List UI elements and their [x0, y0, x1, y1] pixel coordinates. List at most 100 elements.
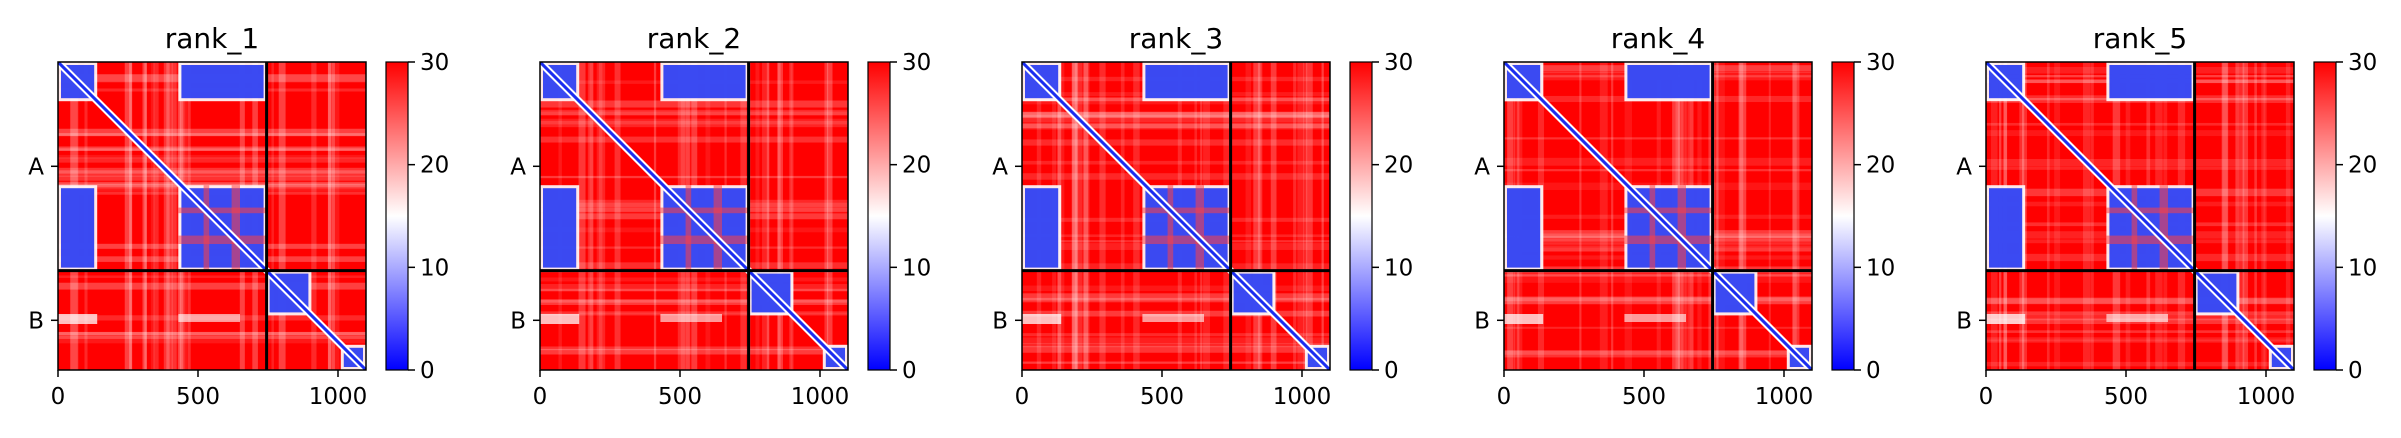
streak	[1717, 62, 1725, 370]
heatmap-image	[1504, 62, 1812, 370]
streak	[1071, 62, 1078, 370]
streak	[150, 62, 155, 370]
streak	[58, 282, 366, 290]
streak	[1504, 169, 1812, 172]
panel-title: rank_1	[165, 22, 259, 55]
y-tick-label: B	[992, 308, 1008, 334]
streak	[331, 62, 340, 370]
streak	[144, 62, 147, 370]
streak	[1504, 157, 1812, 166]
block-a3	[1989, 188, 2023, 268]
streak	[58, 335, 366, 344]
streak	[1504, 296, 1812, 302]
diagonal	[1022, 62, 1330, 370]
streak	[790, 62, 794, 370]
streak	[58, 148, 366, 151]
colorbar-gradient	[385, 61, 409, 371]
streak	[1504, 273, 1812, 277]
streak	[58, 170, 366, 177]
streak	[1792, 62, 1800, 370]
heatmap-panel-4: rank_4 0 500 1000 A B 0 10 20 30	[1474, 22, 1895, 410]
colorbar-tick-label: 20	[902, 153, 931, 179]
streak	[2242, 62, 2249, 370]
streak	[824, 62, 829, 370]
inner-stripe	[178, 207, 267, 214]
streak	[1986, 122, 2294, 126]
block-a2	[663, 65, 746, 99]
interchain-feature	[2106, 314, 2168, 322]
streak	[327, 62, 332, 370]
streak	[587, 62, 593, 370]
colorbar-gradient	[2313, 61, 2337, 371]
interchain-feature	[58, 314, 98, 324]
streak	[540, 118, 848, 125]
block-a3	[1507, 188, 1541, 268]
streak	[1099, 62, 1106, 370]
x-tick-label: 1000	[309, 384, 368, 410]
x-tick-label: 0	[1015, 384, 1030, 410]
x-tick-label: 1000	[1755, 384, 1814, 410]
streak	[540, 284, 848, 292]
streak	[311, 62, 317, 370]
streak	[540, 346, 848, 351]
streak	[1083, 62, 1090, 370]
heatmap-image	[540, 62, 848, 370]
streak	[2221, 62, 2229, 370]
colorbar-tick-label: 30	[2348, 50, 2377, 76]
inner-stripe	[685, 185, 692, 271]
inner-stripe	[2106, 235, 2195, 244]
heatmap-image	[58, 62, 366, 370]
streak	[2239, 62, 2245, 370]
streak	[2235, 62, 2240, 370]
streak	[1022, 297, 1330, 303]
colorbar-gradient	[867, 61, 891, 371]
interchain-feature	[1986, 314, 2026, 324]
streak	[1986, 339, 2294, 343]
streak	[1133, 62, 1140, 370]
diagonal	[58, 62, 366, 370]
inner-stripe	[660, 207, 749, 214]
streak	[58, 157, 366, 163]
streak	[1303, 62, 1308, 370]
y-tick-label: A	[1474, 154, 1490, 180]
inner-stripe	[1624, 235, 1713, 244]
x-tick-label: 500	[176, 384, 220, 410]
streak	[1072, 62, 1079, 370]
y-tick-label: A	[510, 154, 526, 180]
colorbar-tick-label: 0	[420, 358, 435, 384]
streak	[1986, 361, 2294, 367]
colorbar-tick-label: 20	[1384, 153, 1413, 179]
panel-title: rank_5	[2093, 22, 2187, 55]
x-tick-label: 1000	[1273, 384, 1332, 410]
streak	[540, 175, 848, 179]
streak	[598, 62, 606, 370]
block-a2	[1145, 65, 1228, 99]
inner-stripe	[660, 235, 749, 244]
streak	[1504, 350, 1812, 355]
streak	[1599, 62, 1608, 370]
colorbar-tick-label: 30	[420, 50, 449, 76]
streak	[1253, 62, 1261, 370]
heatmap-panel-5: rank_5 0 500 1000 A B 0 10 20 30	[1956, 22, 2377, 410]
streak	[1986, 337, 2294, 342]
streak	[1022, 343, 1330, 348]
streak	[1083, 62, 1089, 370]
streak	[328, 62, 335, 370]
inner-stripe	[2159, 185, 2168, 271]
streak	[1504, 297, 1812, 305]
block-a3	[1025, 188, 1059, 268]
streak	[1022, 361, 1330, 364]
inner-stripe	[1624, 207, 1713, 214]
streak	[1986, 159, 2294, 167]
inner-stripe	[713, 185, 722, 271]
streak	[540, 100, 848, 108]
x-tick-label: 500	[1140, 384, 1184, 410]
block-a2	[181, 65, 264, 99]
y-tick-label: B	[1474, 308, 1490, 334]
x-tick-label: 1000	[2237, 384, 2296, 410]
streak	[589, 62, 594, 370]
colorbar-gradient	[1349, 61, 1373, 371]
colorbar-tick-label: 20	[2348, 153, 2377, 179]
streak	[1022, 337, 1330, 345]
